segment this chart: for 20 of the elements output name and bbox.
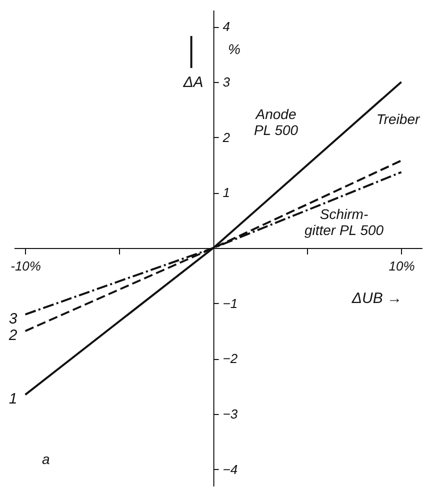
x-tick-label: -10% [10,258,41,274]
annotation: Schirm- gitter PL 500 [304,206,384,238]
y-axis-title: ΔA [182,74,204,91]
y-tick-label: −2 [222,351,238,366]
annotation: Anode PL 500 [254,106,298,138]
y-tick-label: −1 [222,296,238,311]
y-tick-label: 2 [222,130,231,145]
annotation: Treiber [376,111,421,127]
x-tick-label: 10% [388,258,415,274]
series-label: 2 [8,327,18,344]
y-tick-label: −4 [222,462,238,477]
y-tick-label: 3 [222,74,231,90]
annotation: a [42,451,50,467]
series-label: 1 [8,390,18,408]
y-tick-label: 1 [222,185,230,200]
series-label: 3 [8,310,18,328]
y-tick-label: 4 [222,19,230,34]
annotation: % [228,41,240,57]
x-axis-title: ΔUB → [350,290,402,307]
y-tick-label: −3 [222,406,238,422]
